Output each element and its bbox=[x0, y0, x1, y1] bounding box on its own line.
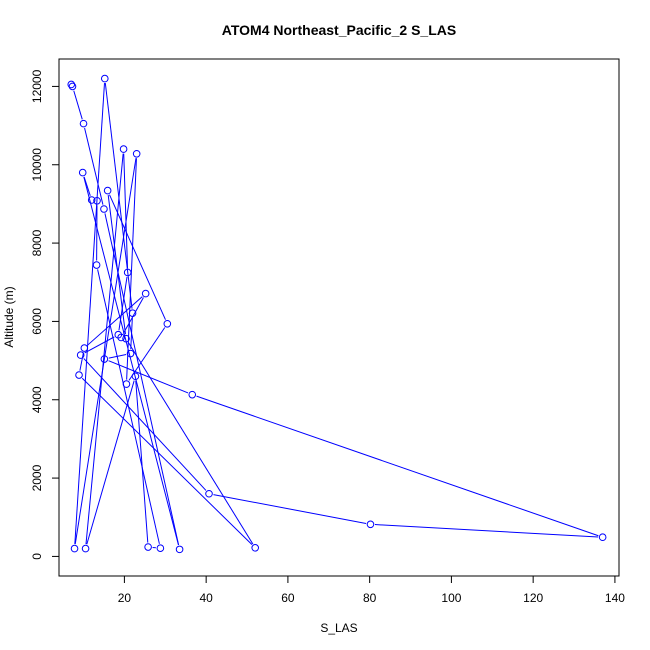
data-point bbox=[128, 309, 137, 317]
x-tick-label: 140 bbox=[605, 591, 625, 605]
data-point bbox=[132, 149, 141, 158]
series-segment bbox=[123, 153, 129, 268]
data-point bbox=[78, 168, 87, 177]
series-segment bbox=[108, 353, 127, 359]
data-point bbox=[122, 334, 130, 343]
x-tick-label: 120 bbox=[523, 591, 543, 605]
data-point bbox=[75, 371, 83, 379]
data-point bbox=[131, 372, 140, 381]
y-axis-label: Altitude (m) bbox=[2, 286, 16, 347]
series-segment bbox=[127, 342, 254, 545]
y-tick-label: 12000 bbox=[30, 69, 44, 103]
series-points bbox=[67, 74, 607, 554]
data-point bbox=[188, 390, 197, 399]
x-tick-label: 40 bbox=[199, 591, 213, 605]
data-point bbox=[123, 268, 132, 277]
series-segment bbox=[87, 296, 143, 346]
series-segment bbox=[83, 176, 179, 546]
data-point bbox=[122, 380, 131, 388]
data-point bbox=[205, 489, 213, 498]
data-point bbox=[80, 344, 89, 352]
series-segment bbox=[122, 297, 144, 334]
series-segment bbox=[74, 83, 105, 545]
x-axis: 20 40 60 80 100 120 140 bbox=[118, 575, 625, 605]
data-point bbox=[598, 533, 607, 542]
series-segment bbox=[81, 377, 253, 546]
chart-title: ATOM4 Northeast_Pacific_2 S_LAS bbox=[222, 22, 456, 38]
data-point bbox=[79, 119, 88, 128]
data-point bbox=[68, 82, 77, 91]
data-point bbox=[100, 205, 108, 213]
data-point bbox=[92, 261, 101, 269]
data-point bbox=[366, 520, 375, 529]
data-point bbox=[251, 544, 260, 552]
series-segment bbox=[213, 494, 367, 524]
data-point bbox=[156, 544, 165, 552]
series-segment bbox=[118, 276, 128, 331]
series-segment bbox=[374, 524, 599, 538]
series-segment bbox=[85, 153, 124, 545]
data-point bbox=[103, 186, 112, 195]
series-segment bbox=[109, 194, 166, 320]
data-point bbox=[163, 319, 172, 328]
series-segment bbox=[86, 380, 135, 545]
series-segment bbox=[84, 127, 104, 205]
series-segment bbox=[83, 176, 91, 196]
data-point bbox=[141, 289, 150, 298]
data-point bbox=[119, 145, 128, 153]
data-point bbox=[100, 74, 109, 83]
series-segment bbox=[104, 82, 133, 309]
series-segment bbox=[107, 195, 126, 335]
data-point bbox=[93, 196, 101, 205]
series-segment bbox=[108, 360, 189, 394]
x-tick-label: 80 bbox=[363, 591, 377, 605]
y-tick-label: 4000 bbox=[30, 386, 44, 413]
x-tick-label: 100 bbox=[441, 591, 461, 605]
series-segment bbox=[196, 395, 599, 537]
data-point bbox=[76, 351, 85, 359]
series-segment bbox=[74, 158, 137, 545]
series-lines bbox=[73, 82, 599, 549]
x-axis-label: S_LAS bbox=[320, 621, 357, 635]
data-point bbox=[67, 80, 76, 89]
data-point bbox=[70, 544, 79, 553]
data-point bbox=[117, 333, 125, 342]
series-segment bbox=[73, 90, 83, 120]
x-tick-label: 60 bbox=[281, 591, 295, 605]
y-tick-label: 8000 bbox=[30, 229, 44, 256]
data-point bbox=[126, 349, 135, 358]
y-tick-label: 10000 bbox=[30, 148, 44, 182]
data-point bbox=[175, 545, 184, 554]
data-point bbox=[87, 196, 96, 204]
data-point bbox=[81, 544, 90, 553]
series-segment bbox=[130, 317, 133, 350]
x-tick-label: 20 bbox=[118, 591, 132, 605]
series-segment bbox=[128, 327, 166, 381]
series-segment bbox=[83, 358, 207, 491]
data-point bbox=[100, 355, 109, 363]
data-point bbox=[144, 543, 152, 551]
series-segment bbox=[135, 380, 149, 543]
y-tick-label: 6000 bbox=[30, 308, 44, 335]
y-axis: 0 2000 4000 6000 8000 10000 12000 bbox=[30, 69, 60, 560]
y-tick-label: 0 bbox=[30, 553, 44, 560]
series-segment bbox=[79, 352, 84, 371]
series-segment bbox=[84, 336, 115, 354]
y-tick-label: 2000 bbox=[30, 464, 44, 491]
